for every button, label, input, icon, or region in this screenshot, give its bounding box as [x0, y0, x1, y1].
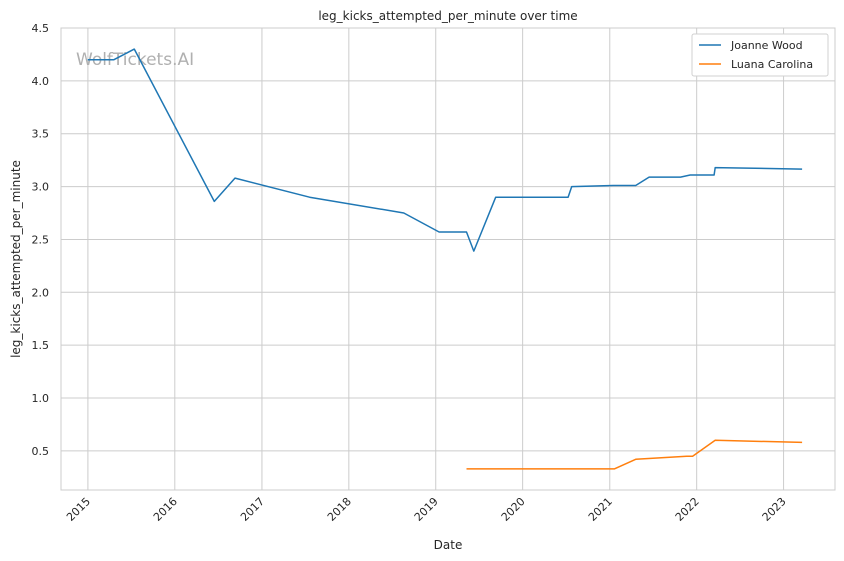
x-tick-label: 2019: [412, 495, 441, 524]
y-tick-label: 3.5: [32, 128, 50, 141]
y-tick-label: 2.5: [32, 233, 50, 246]
series-line-1: [466, 439, 803, 470]
y-tick-label: 2.0: [32, 286, 50, 299]
y-tick-label: 4.0: [32, 75, 50, 88]
x-tick-label: 2023: [760, 495, 789, 524]
y-tick-label: 0.5: [32, 445, 50, 458]
grid: [61, 27, 835, 490]
x-tick-label: 2021: [586, 495, 615, 524]
x-tick-label: 2018: [325, 495, 354, 524]
series-line-0: [87, 48, 803, 252]
x-tick-label: 2022: [673, 495, 702, 524]
legend-label: Joanne Wood: [730, 39, 803, 52]
x-axis-label: Date: [434, 538, 463, 552]
ticks: 0.5 1.0 1.5 2.0 2.5 3.0 3.5 4.0 4.5 2015 2016 2017 2…: [32, 22, 789, 524]
chart-title: leg_kicks_attempted_per_minute over time: [318, 9, 577, 23]
plot-frame: [60, 27, 836, 491]
watermark: WolfTickets.AI: [76, 50, 194, 70]
x-tick-label: 2015: [64, 495, 93, 524]
y-tick-label: 4.5: [32, 22, 50, 35]
y-tick-label: 3.0: [32, 181, 50, 194]
legend-box: [691, 33, 829, 77]
x-tick-label: 2016: [151, 495, 180, 524]
series: [87, 48, 803, 470]
y-tick-label: 1.5: [32, 339, 50, 352]
y-tick-label: 1.0: [32, 392, 50, 405]
legend-label: Luana Carolina: [731, 58, 813, 71]
legend: Joanne Wood Luana Carolina: [691, 33, 829, 77]
x-tick-label: 2020: [499, 495, 528, 524]
y-axis-label: leg_kicks_attempted_per_minute: [9, 160, 23, 358]
x-tick-label: 2017: [238, 495, 267, 524]
